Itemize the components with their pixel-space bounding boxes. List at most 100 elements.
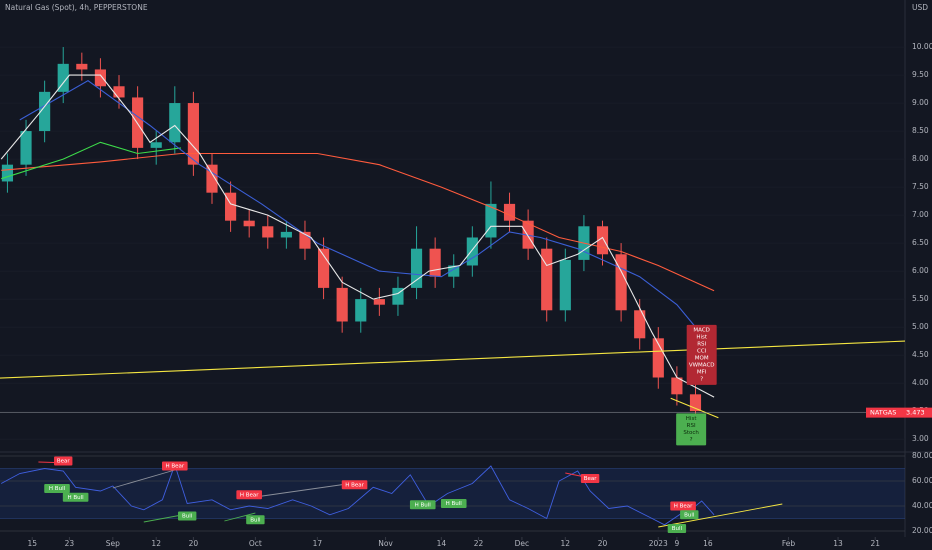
candle-body <box>57 63 69 92</box>
x-tick-label: 9 <box>674 539 679 548</box>
divergence-tag <box>440 499 467 508</box>
x-tick-label: 15 <box>27 539 37 548</box>
candle-body <box>634 310 646 339</box>
divergence-tag <box>667 524 687 533</box>
divergence-tag <box>409 500 436 510</box>
divergence-tag <box>44 484 70 493</box>
x-tick-label: 12 <box>151 539 161 548</box>
signal-text: ? <box>690 437 693 443</box>
signal-text: Hist <box>696 334 708 340</box>
line-series <box>1 152 715 292</box>
x-tick-label: Oct <box>249 539 262 548</box>
divergence-tag <box>341 480 368 490</box>
y-tick-label: 80.00 <box>912 451 932 460</box>
divergence-tag <box>670 501 696 511</box>
x-tick-label: 14 <box>437 539 447 548</box>
divergence-tag <box>580 474 600 483</box>
divergence-text: Bull <box>182 514 193 520</box>
line-series <box>112 469 175 489</box>
signal-text: RSI <box>687 423 696 429</box>
price-tag-value: 3.473 <box>906 409 925 417</box>
price-tag-name: NATGAS <box>870 409 896 417</box>
divergence-tag <box>54 456 73 466</box>
candle-body <box>1 164 14 182</box>
candle-body <box>225 192 237 221</box>
candle-body <box>373 299 385 305</box>
y-tick-label: 10.00 <box>912 42 932 51</box>
signal-text: MFI <box>697 369 707 375</box>
rsi-band <box>0 468 905 519</box>
candle-body <box>113 86 125 98</box>
candle-body <box>299 231 311 249</box>
signal-text: CCI <box>697 348 707 354</box>
candle-body <box>410 248 423 288</box>
candle-body <box>317 248 330 288</box>
x-tick-label: 2023 <box>649 539 668 548</box>
candle-body <box>20 131 32 165</box>
y-tick-label: 3.00 <box>912 434 929 443</box>
divergence-text: Bull <box>250 517 261 523</box>
divergence-tag <box>177 511 197 521</box>
candle-body <box>169 103 181 143</box>
y-tick-label: 60.00 <box>912 476 932 485</box>
divergence-tag <box>236 490 262 500</box>
x-tick-label: Dec <box>515 539 530 548</box>
divergence-text: Bull <box>684 512 695 518</box>
y-tick-label: 6.50 <box>912 238 929 247</box>
signal-text: Hist <box>686 416 698 422</box>
x-tick-label: 20 <box>598 539 608 548</box>
y-tick-label: 9.50 <box>912 70 929 79</box>
candle-body <box>336 287 348 322</box>
y-tick-label: 20.00 <box>912 526 932 535</box>
candle-body <box>689 394 702 412</box>
signal-box <box>686 324 717 385</box>
candle-body <box>392 287 404 305</box>
divergence-tag <box>246 515 265 525</box>
x-tick-label: 21 <box>870 539 880 548</box>
y-tick-label: 8.50 <box>912 126 929 135</box>
line-series <box>670 397 719 419</box>
candle-body <box>39 91 51 132</box>
y-tick-label: 8.00 <box>912 154 929 163</box>
y-tick-label: 6.00 <box>912 266 929 275</box>
candle-body <box>615 254 627 311</box>
candle-body <box>355 299 367 322</box>
y-tick-label: 9.00 <box>912 98 929 107</box>
candle-body <box>243 220 255 227</box>
y-tick-label: 5.50 <box>912 294 929 303</box>
x-tick-label: 12 <box>561 539 571 548</box>
line-series <box>658 503 783 528</box>
x-tick-label: 16 <box>703 539 713 548</box>
y-tick-label: 4.00 <box>912 378 929 387</box>
candle-body <box>448 265 460 277</box>
line-series <box>0 74 715 398</box>
y-tick-label: 7.50 <box>912 182 929 191</box>
candle-body <box>206 164 218 193</box>
candle-body <box>466 237 478 266</box>
divergence-text: H Bear <box>240 492 259 498</box>
line-series <box>0 463 715 526</box>
candle-body <box>652 338 664 378</box>
currency-label: USD <box>912 3 928 12</box>
x-tick-label: 13 <box>833 539 843 548</box>
divergence-text: Bull <box>672 526 683 532</box>
candle-body <box>76 63 88 70</box>
signal-text: MACD <box>693 327 710 333</box>
x-tick-label: Feb <box>782 539 796 548</box>
candle-body <box>150 142 162 148</box>
divergence-tag <box>62 492 89 502</box>
candle-body <box>596 226 609 255</box>
y-tick-label: 40.00 <box>912 501 932 510</box>
divergence-text: H Bull <box>415 502 432 508</box>
x-tick-label: 20 <box>189 539 199 548</box>
candle-body <box>429 248 441 277</box>
signal-text: VWMACD <box>689 362 715 368</box>
divergence-text: Bear <box>584 476 598 482</box>
divergence-text: H Bear <box>674 504 693 510</box>
y-tick-label: 7.00 <box>912 210 929 219</box>
divergence-text: H Bull <box>446 501 463 507</box>
price-tag <box>866 407 932 418</box>
divergence-text: H Bear <box>345 482 364 488</box>
candle-body <box>522 220 534 249</box>
